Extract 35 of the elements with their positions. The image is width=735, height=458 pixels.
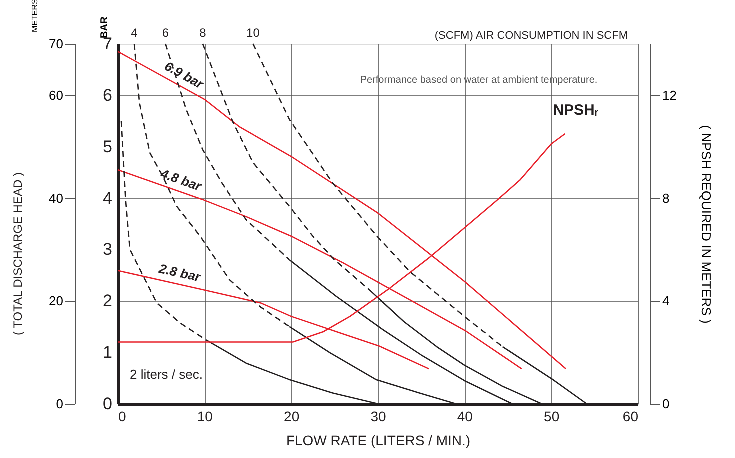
y-tick-label: 4: [103, 188, 112, 208]
y2-tick-label: 0: [662, 396, 670, 412]
y-tick-label: 2: [103, 292, 112, 311]
y3-tick-label: 0: [56, 396, 64, 412]
x-tick-label: 30: [370, 408, 386, 424]
y3-tick-label: 40: [49, 190, 64, 206]
y-tick-label: 3: [103, 240, 112, 260]
y2-axis-title: ( NPSH REQUIRED IN METERS ): [698, 125, 714, 324]
y3-tick-label: 70: [49, 36, 64, 52]
y2-tick-label: 12: [662, 88, 677, 103]
x-tick-label: 50: [544, 408, 560, 424]
text: ( TOTAL DISCHARGE HEAD ): [11, 172, 25, 336]
y2-tick-label: 4: [662, 294, 670, 309]
text: 2.8 bar: [156, 260, 203, 286]
series-label: 6: [162, 26, 170, 40]
y2-tick-label: 8: [662, 190, 670, 206]
series-label: NPSHᵣ: [553, 102, 599, 119]
text: 4.8 bar: [158, 166, 204, 194]
series-label: 8: [200, 26, 207, 40]
y-tick-label: 5: [103, 137, 112, 156]
series-label: 4: [131, 26, 138, 40]
y-tick-label: 1: [103, 343, 112, 362]
annotation: 2 liters / sec.: [130, 367, 203, 382]
x-tick-label: 10: [197, 408, 214, 424]
x-tick-label: 20: [284, 408, 300, 424]
x-tick-label: 60: [622, 408, 639, 424]
x-tick-label: 40: [457, 408, 474, 424]
x-axis-title: FLOW RATE (LITERS / MIN.): [286, 432, 471, 448]
y3-tick-label: 60: [49, 88, 64, 103]
y-axis-title: BAR: [100, 16, 110, 38]
y3-tick-label: 20: [49, 294, 64, 309]
y-tick-label: 6: [103, 86, 112, 105]
text: (SCFM) AIR CONSUMPTION IN SCFM: [434, 30, 628, 42]
series-label: 10: [246, 26, 260, 40]
x-tick-label: 0: [118, 408, 126, 424]
